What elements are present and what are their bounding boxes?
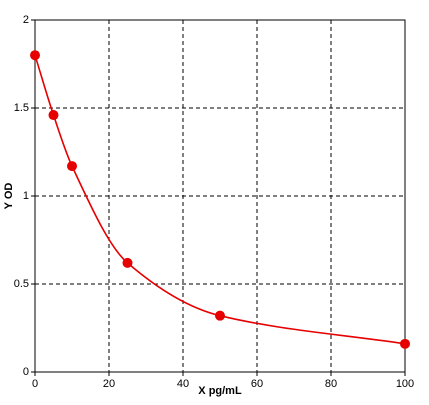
plot-frame [34,19,406,373]
data-point [215,310,225,321]
y-tick-label: 1 [23,190,29,202]
x-tick-label: 60 [251,378,263,390]
data-point [400,338,410,349]
x-axis-title: X pg/mL [198,385,242,397]
x-tick-label: 80 [325,378,337,390]
x-tick-label: 40 [177,378,189,390]
y-axis-title: Y OD [3,183,15,210]
y-tick-label: 0.5 [14,278,29,290]
x-tick-label: 20 [103,378,115,390]
data-point [30,50,40,61]
data-point [48,110,59,121]
y-tick-label: 0 [23,366,29,378]
data-point [122,257,133,268]
y-tick-label: 1.5 [14,102,29,114]
data-point [67,161,77,172]
x-tick-label: 0 [32,378,38,390]
x-tick-label: 100 [396,378,414,390]
y-tick-label: 2 [23,14,29,26]
fit-line [34,54,406,345]
